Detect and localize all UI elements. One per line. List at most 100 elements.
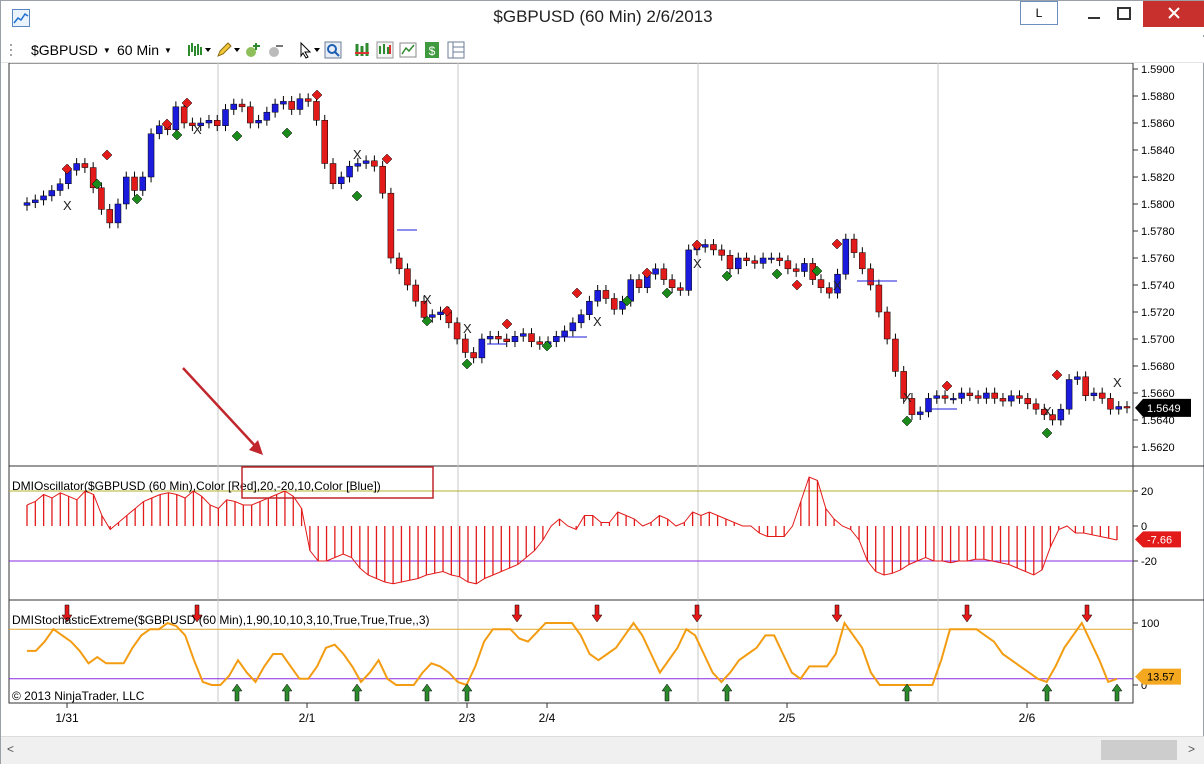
dmi-value-tag [1135, 531, 1181, 548]
price-candle [1007, 395, 1015, 402]
sell-signal-icon [311, 89, 323, 101]
dmi-indicator-label: DMIOscillator($GBPUSD (60 Min),Color [Re… [12, 479, 381, 493]
instrument-selector[interactable]: $GBPUSD ▼ [31, 40, 111, 60]
order-icon[interactable]: $ [423, 41, 441, 59]
horizontal-scrollbar[interactable]: < > [1, 736, 1204, 764]
price-candle [180, 106, 188, 124]
price-candle [48, 190, 56, 197]
date-axis-label: 2/1 [299, 711, 316, 725]
price-candle [660, 268, 668, 280]
price-candle [1074, 376, 1081, 380]
buy-arrow-icon [901, 683, 913, 702]
price-candle [395, 257, 403, 270]
price-candle [784, 260, 792, 270]
price-candle [404, 268, 411, 286]
scroll-right-icon[interactable]: > [1187, 742, 1195, 756]
price-candle [776, 257, 783, 261]
price-candle [801, 263, 808, 272]
interval-selector[interactable]: 60 Min ▼ [117, 40, 172, 60]
date-axis-label: 2/5 [779, 711, 796, 725]
minimize-button[interactable] [1079, 1, 1109, 27]
price-candle [602, 290, 610, 299]
price-candle [106, 209, 113, 224]
buy-signal-icon [721, 270, 733, 282]
layout-button[interactable]: L [1020, 1, 1058, 25]
sell-signal-icon [181, 97, 193, 109]
price-candle [379, 165, 386, 194]
price-candle [594, 290, 601, 302]
chart-area[interactable]: 1.5900 1.5880 1.5860 1.5840 1.5820 1.5800 1.57… [1, 63, 1204, 736]
drawing-pencil-icon[interactable] [215, 41, 233, 59]
scroll-thumb[interactable] [1101, 740, 1177, 760]
close-button[interactable] [1143, 1, 1204, 27]
price-candle [569, 322, 577, 332]
price-candle [156, 125, 163, 135]
price-candle [511, 336, 519, 342]
chevron-down-icon[interactable] [205, 47, 211, 53]
price-candle [255, 120, 262, 124]
add-indicator-icon[interactable] [244, 41, 262, 59]
sell-arrow-icon [511, 604, 523, 623]
price-candle [189, 122, 196, 126]
price-candle [1032, 403, 1040, 410]
price-candle [1024, 398, 1032, 405]
scroll-left-icon[interactable]: < [7, 742, 15, 756]
buy-arrow-icon [461, 683, 473, 702]
chart-style-icon[interactable] [353, 41, 371, 59]
maximize-button[interactable] [1109, 1, 1139, 27]
buy-signal-icon [541, 340, 553, 352]
price-candle [89, 167, 97, 189]
price-candle [313, 101, 320, 121]
close-icon [1168, 7, 1180, 19]
buy-signal-icon [811, 265, 823, 277]
sell-arrow-icon [961, 604, 973, 623]
chevron-down-icon[interactable] [234, 47, 240, 53]
price-candle [925, 398, 932, 413]
buy-signal-icon [1041, 427, 1053, 439]
price-candle [247, 106, 254, 124]
sell-signal-icon [501, 318, 513, 330]
price-candle [553, 336, 560, 342]
price-candle [172, 106, 180, 130]
cursor-icon[interactable] [297, 41, 315, 59]
sell-signal-icon [691, 239, 703, 251]
price-candle [495, 336, 502, 340]
price-candle [1115, 406, 1122, 410]
exit-marker-icon: X [1113, 375, 1122, 390]
chevron-down-icon[interactable] [314, 47, 320, 53]
stoch-axis-label: 100 [1141, 618, 1159, 630]
price-candle [338, 176, 345, 184]
exit-marker-icon: X [463, 321, 472, 336]
price-axis-label: 1.5620 [1141, 442, 1175, 454]
exit-marker-icon: X [593, 314, 602, 329]
buy-signal-icon [351, 190, 363, 202]
maximize-icon [1117, 7, 1131, 20]
panels-icon[interactable] [447, 41, 465, 59]
price-candle [280, 101, 287, 105]
stoch-value-label: 13.57 [1147, 672, 1175, 684]
price-candle [652, 268, 659, 275]
strategy-icon[interactable] [376, 41, 394, 59]
zoom-icon[interactable] [324, 41, 342, 59]
stoch-axis-label: 0 [1141, 680, 1147, 692]
price-candle [916, 411, 924, 415]
chart-properties-icon[interactable] [399, 41, 417, 59]
buy-arrow-icon [661, 683, 673, 702]
price-candle [726, 255, 734, 270]
price-candle [710, 244, 717, 251]
price-candle [999, 398, 1007, 402]
chevron-down-icon: ▼ [102, 46, 111, 56]
price-axis-label: 1.5880 [1141, 91, 1175, 103]
remove-indicator-icon[interactable] [267, 41, 285, 59]
price-candle [1098, 392, 1106, 399]
price-candle [321, 120, 328, 164]
sell-arrow-icon [191, 604, 203, 623]
bar-type-icon[interactable] [186, 41, 204, 59]
chart-toolbar: $GBPUSD ▼ 60 Min ▼ $ [1, 37, 1204, 63]
price-candle [354, 163, 362, 167]
interval-label: 60 Min [117, 42, 160, 58]
price-candle [222, 109, 229, 126]
price-candle [1057, 408, 1065, 421]
buy-signal-icon [901, 415, 913, 427]
